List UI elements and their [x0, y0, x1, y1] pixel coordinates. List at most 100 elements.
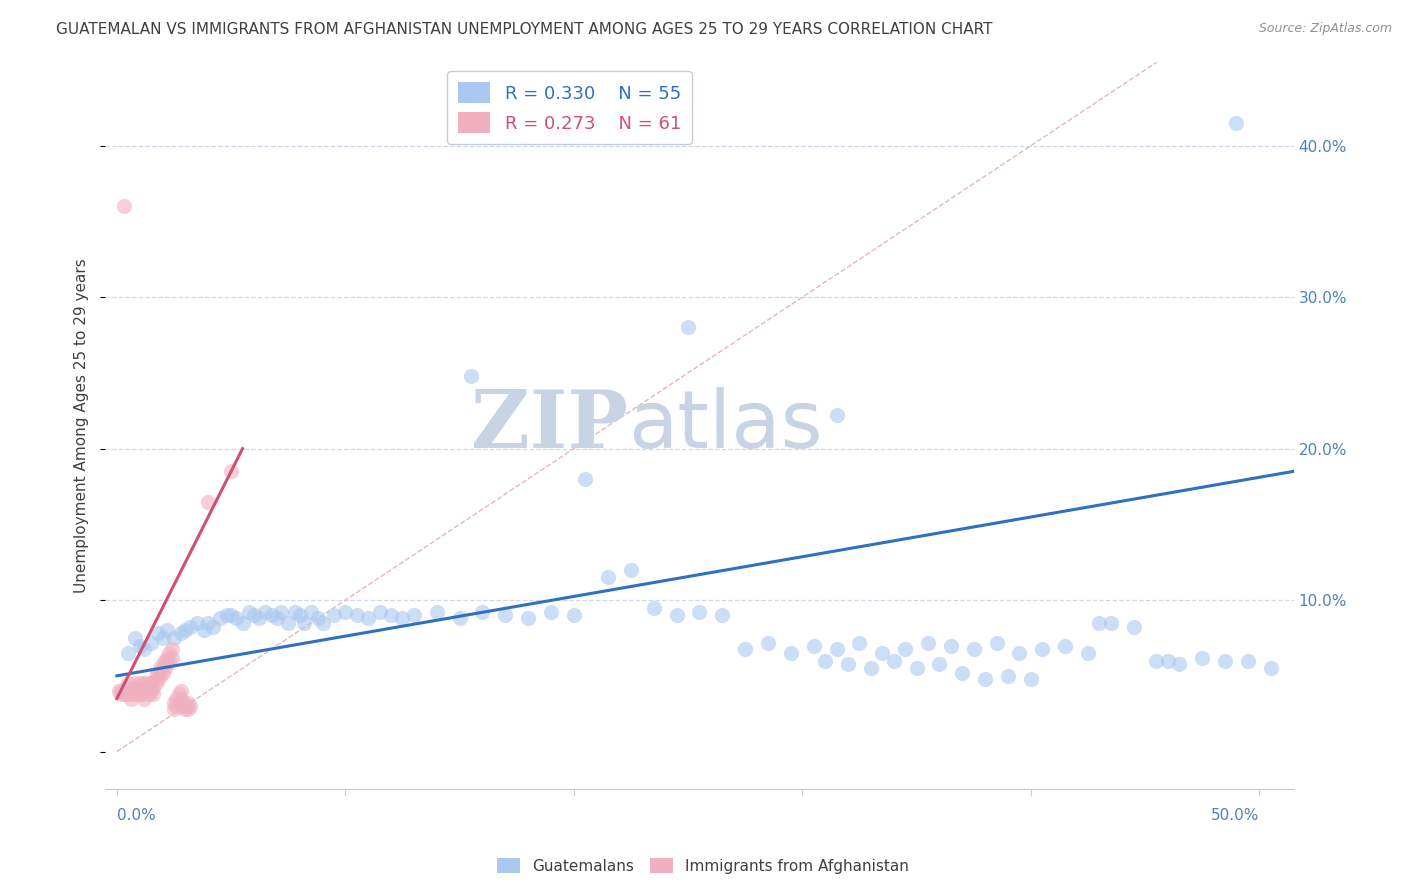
Point: [159, 646, 180, 660]
Point: [322, 608, 346, 623]
Point: [825, 641, 848, 656]
Text: 0.0%: 0.0%: [117, 807, 156, 822]
Point: [167, 687, 190, 701]
Point: [238, 605, 260, 619]
Point: [894, 641, 917, 656]
Point: [1088, 615, 1111, 630]
Point: [156, 657, 179, 671]
Point: [112, 199, 135, 213]
Point: [471, 605, 494, 619]
Point: [215, 608, 238, 623]
Point: [149, 669, 172, 683]
Point: [153, 654, 176, 668]
Point: [120, 684, 142, 698]
Point: [402, 608, 425, 623]
Point: [108, 684, 131, 698]
Point: [170, 691, 193, 706]
Point: [149, 661, 172, 675]
Point: [117, 646, 139, 660]
Point: [153, 661, 176, 675]
Point: [643, 600, 665, 615]
Point: [128, 684, 150, 698]
Point: [128, 687, 150, 701]
Point: [117, 687, 139, 701]
Point: [266, 611, 288, 625]
Point: [620, 563, 643, 577]
Point: [163, 631, 186, 645]
Point: [141, 684, 163, 698]
Point: [122, 687, 145, 701]
Point: [201, 620, 224, 634]
Point: [145, 669, 167, 683]
Point: [193, 624, 215, 638]
Point: [1168, 657, 1191, 671]
Point: [152, 631, 174, 645]
Point: [179, 620, 201, 634]
Point: [163, 696, 186, 710]
Point: [208, 611, 231, 625]
Point: [167, 696, 190, 710]
Point: [1191, 650, 1213, 665]
Point: [1019, 672, 1042, 686]
Point: [962, 641, 984, 656]
Point: [122, 681, 145, 695]
Point: [299, 605, 322, 619]
Point: [115, 681, 138, 695]
Point: [110, 684, 132, 698]
Point: [870, 646, 894, 660]
Point: [1260, 661, 1282, 675]
Y-axis label: Unemployment Among Ages 25 to 29 years: Unemployment Among Ages 25 to 29 years: [75, 259, 90, 593]
Point: [284, 605, 307, 619]
Point: [883, 654, 905, 668]
Point: [134, 676, 156, 690]
Point: [460, 368, 482, 383]
Point: [146, 626, 169, 640]
Point: [170, 684, 193, 698]
Point: [124, 676, 146, 690]
Point: [135, 676, 157, 690]
Point: [357, 611, 380, 625]
Point: [974, 672, 997, 686]
Point: [1077, 646, 1099, 660]
Point: [127, 681, 149, 695]
Point: [247, 611, 270, 625]
Point: [814, 654, 837, 668]
Legend: R = 0.330    N = 55, R = 0.273    N = 61: R = 0.330 N = 55, R = 0.273 N = 61: [447, 71, 692, 144]
Point: [517, 611, 540, 625]
Point: [170, 626, 193, 640]
Point: [1144, 654, 1167, 668]
Point: [159, 654, 180, 668]
Point: [120, 691, 142, 706]
Point: [756, 635, 779, 649]
Point: [335, 605, 357, 619]
Point: [165, 699, 187, 714]
Point: [917, 635, 939, 649]
Point: [574, 472, 596, 486]
Point: [254, 605, 277, 619]
Point: [145, 676, 167, 690]
Point: [110, 687, 132, 701]
Point: [225, 611, 247, 625]
Point: [124, 684, 146, 698]
Point: [197, 494, 219, 508]
Text: Source: ZipAtlas.com: Source: ZipAtlas.com: [1258, 22, 1392, 36]
Point: [152, 657, 174, 671]
Point: [905, 661, 928, 675]
Point: [1008, 646, 1031, 660]
Point: [127, 687, 149, 701]
Point: [112, 687, 135, 701]
Point: [939, 639, 962, 653]
Point: [986, 635, 1008, 649]
Point: [156, 650, 179, 665]
Point: [848, 635, 870, 649]
Text: GUATEMALAN VS IMMIGRANTS FROM AFGHANISTAN UNEMPLOYMENT AMONG AGES 25 TO 29 YEARS: GUATEMALAN VS IMMIGRANTS FROM AFGHANISTA…: [56, 22, 993, 37]
Point: [141, 676, 163, 690]
Point: [1213, 654, 1236, 668]
Point: [156, 624, 179, 638]
Point: [391, 611, 413, 625]
Point: [134, 641, 156, 656]
Point: [128, 639, 150, 653]
Point: [307, 611, 329, 625]
Point: [152, 665, 174, 680]
Point: [177, 696, 200, 710]
